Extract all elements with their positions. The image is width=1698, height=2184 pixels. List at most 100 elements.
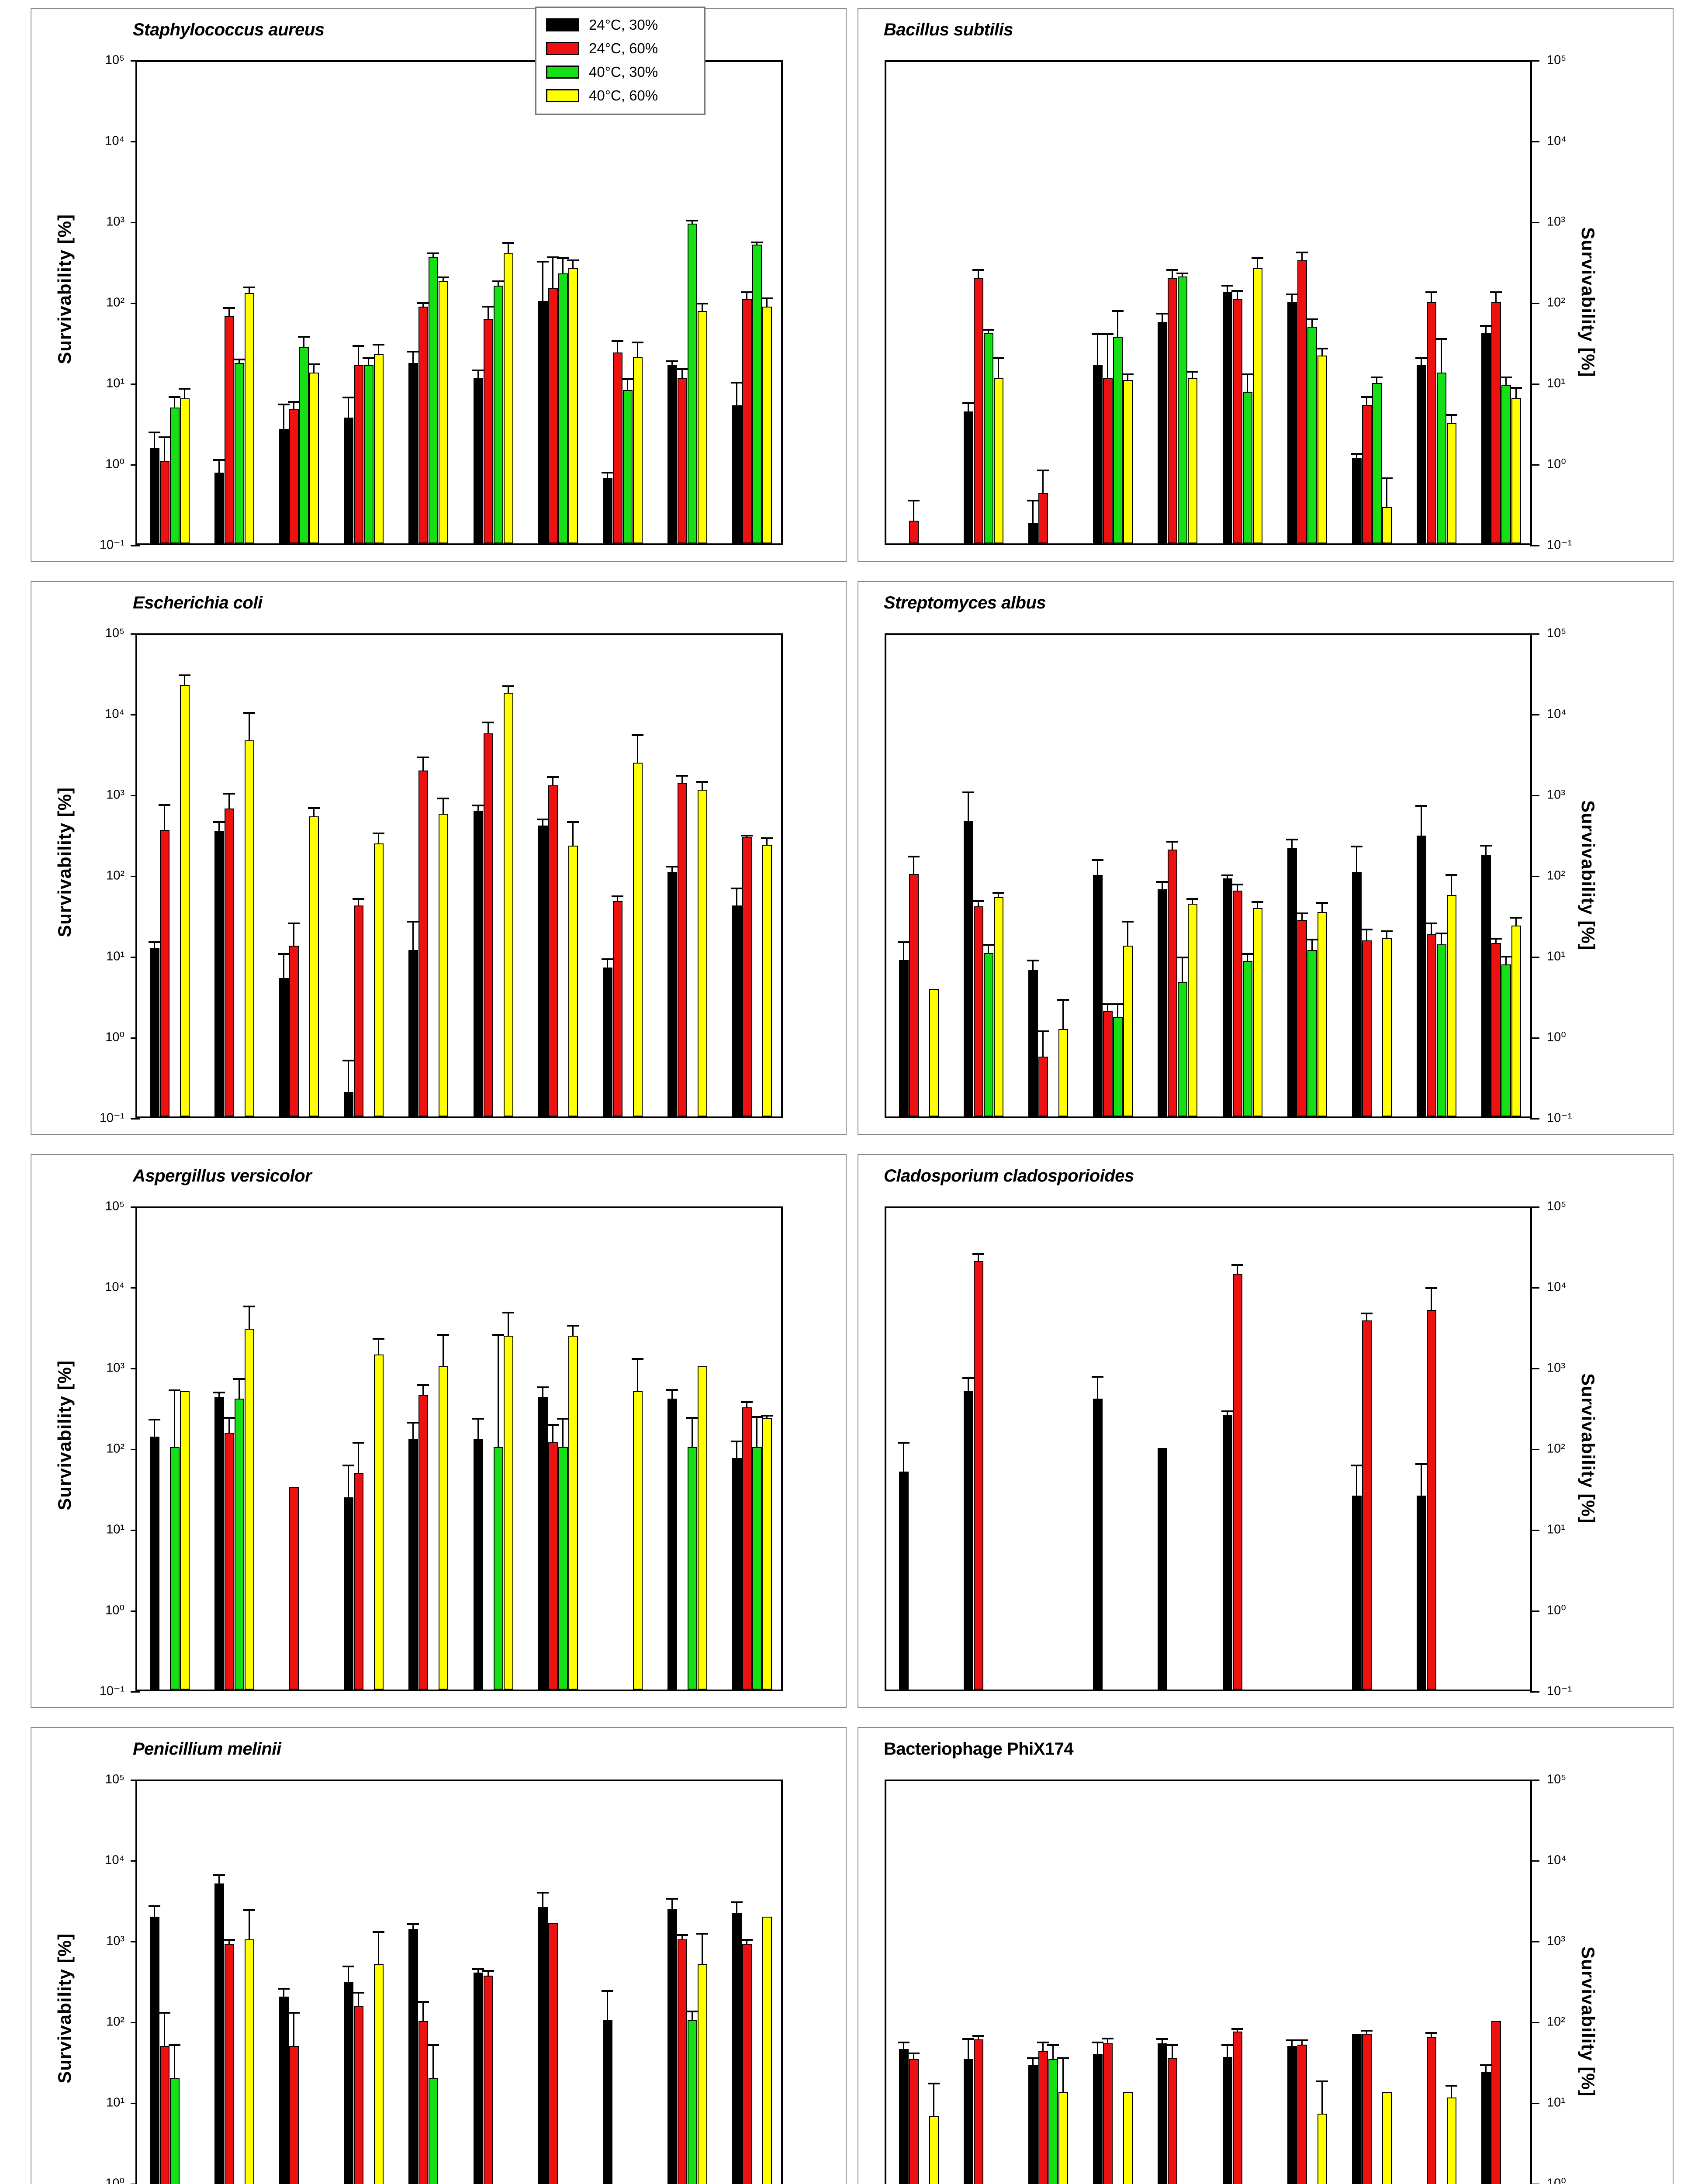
bar-E-s1 (973, 1261, 983, 1690)
error-cap-K-s0 (536, 1891, 549, 1894)
error-whisker-G-s3 (378, 1933, 380, 1965)
bar-F-s2 (299, 347, 309, 543)
bar-J-s0 (473, 810, 483, 1116)
bar-M-s1 (678, 782, 688, 1116)
error-whisker-G-s0 (348, 1967, 349, 1982)
bar-G-s0 (1093, 2054, 1103, 2184)
error-whisker-N-s1 (746, 1403, 748, 1408)
bar-group-M (666, 1781, 709, 2184)
error-whisker-M-s0 (671, 1900, 673, 1910)
bar-N-s2 (1501, 385, 1511, 543)
error-whisker-N-s0 (736, 1442, 738, 1458)
error-cap-F-s0 (278, 1987, 290, 1990)
error-whisker-A-s1 (163, 2014, 165, 2046)
error-whisker-J-s0 (477, 371, 479, 379)
error-whisker-K-s0 (1291, 840, 1293, 848)
error-cap-E-s1 (972, 1253, 984, 1255)
bar-M-s0 (667, 365, 678, 543)
error-whisker-J-s2 (497, 282, 499, 286)
y-tick-mark (131, 1118, 140, 1120)
bar-M-s0 (667, 1909, 678, 2184)
error-whisker-I-s0 (412, 1925, 414, 1929)
error-whisker-I-s3 (443, 278, 444, 282)
panel-title-cladosporium-cladosporioides: Cladosporium cladosporioides (884, 1166, 1134, 1185)
error-whisker-L-s1 (617, 342, 618, 353)
error-whisker-L-s0 (1356, 455, 1357, 458)
error-whisker-A-s0 (903, 1444, 904, 1472)
bar-L-s3 (1382, 507, 1392, 543)
y-tick-label: 10⁰ (1547, 1030, 1566, 1044)
bar-group-K (1286, 1781, 1328, 2184)
bar-A-s0 (149, 948, 159, 1116)
plot-area-cladosporium-cladosporioides (885, 1206, 1532, 1691)
bar-I-s1 (1168, 850, 1178, 1116)
error-cap-E-s0 (962, 791, 974, 793)
error-whisker-M-s2 (1441, 340, 1442, 373)
y-tick-mark (1530, 1860, 1539, 1862)
error-cap-J-s3 (502, 685, 514, 688)
error-cap-A-s3 (178, 674, 190, 677)
bar-L-s1 (613, 352, 622, 543)
bar-I-s0 (1158, 1448, 1168, 1690)
bar-E-s3 (993, 378, 1003, 543)
error-whisker-A-s2 (173, 1391, 175, 1447)
error-whisker-A-s0 (903, 2043, 904, 2049)
y-axis-label-penicillium-melinii: Survivability [%] (54, 1933, 75, 2084)
bar-group-L (603, 1208, 643, 1690)
y-tick-label: 10⁻¹ (99, 1111, 124, 1125)
y-tick-label: 10⁵ (1547, 1772, 1567, 1787)
bar-group-K (1286, 62, 1328, 543)
bar-A-s1 (159, 830, 169, 1116)
y-tick-label: 10⁰ (1547, 2176, 1566, 2184)
error-whisker-K-s2 (1311, 320, 1313, 327)
bar-E-s2 (234, 363, 244, 543)
bar-group-J (472, 1208, 514, 1690)
error-whisker-G-s0 (348, 1061, 349, 1092)
y-tick-label: 10⁴ (105, 1280, 124, 1294)
bar-group-I (407, 635, 450, 1116)
error-cap-I-s0 (407, 921, 419, 923)
error-whisker-K-s2 (562, 259, 564, 273)
bar-M-s1 (678, 1939, 688, 2184)
error-cap-I-s2 (427, 252, 439, 254)
legend-item-t40h30: 40°C, 30% (546, 60, 696, 84)
bar-N-s2 (752, 244, 762, 543)
bar-K-s3 (1317, 2113, 1327, 2184)
bar-E-s3 (244, 1329, 254, 1690)
bar-G-s2 (1113, 337, 1123, 543)
y-tick-mark (1530, 633, 1539, 635)
error-whisker-N-s2 (1505, 957, 1507, 965)
error-whisker-I-s1 (1172, 843, 1173, 850)
error-whisker-E-s3 (248, 1307, 250, 1329)
bar-I-s3 (1188, 903, 1198, 1116)
bar-E-s1 (224, 1433, 234, 1690)
bar-group-J (1221, 635, 1263, 1116)
bar-N-s1 (1491, 2021, 1501, 2184)
bar-group-E (213, 62, 255, 543)
y-tick-label: 10³ (1547, 1934, 1565, 1948)
error-cap-E-s2 (233, 358, 245, 360)
bar-group-J (472, 1781, 513, 2184)
bar-K-s0 (1287, 848, 1297, 1116)
error-whisker-N-s0 (736, 889, 738, 905)
error-whisker-I-s0 (1162, 314, 1163, 322)
bar-J-s1 (1232, 299, 1242, 543)
error-cap-A-s1 (907, 2052, 920, 2054)
error-cap-M-s1 (1425, 2032, 1438, 2034)
bar-N-s0 (732, 1913, 742, 2184)
y-tick-label: 10⁵ (105, 1772, 124, 1787)
y-tick-mark (1530, 2103, 1539, 2104)
legend-item-t24h30: 24°C, 30% (546, 13, 696, 37)
y-tick-mark (1530, 795, 1539, 796)
error-whisker-L-s3 (637, 1360, 638, 1392)
error-whisker-N-s0 (1485, 326, 1487, 333)
error-whisker-E-s2 (987, 945, 989, 954)
y-tick-label: 10⁴ (105, 707, 124, 721)
error-cap-J-s0 (1221, 285, 1233, 287)
error-whisker-G-s1 (358, 1444, 360, 1473)
y-tick-mark (1530, 1037, 1539, 1039)
error-cap-I-s2 (427, 2044, 439, 2046)
error-whisker-G-s1 (358, 347, 360, 366)
error-cap-G-s1 (1102, 1003, 1114, 1005)
y-tick-label: 10³ (1547, 214, 1565, 229)
